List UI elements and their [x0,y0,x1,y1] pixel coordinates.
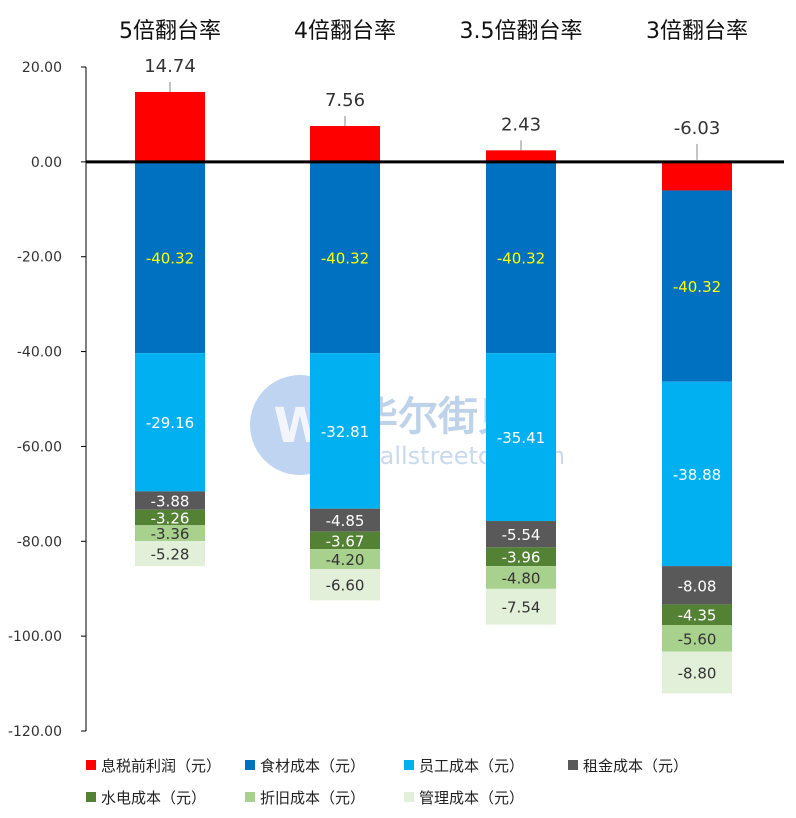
legend-label: 员工成本（元） [419,757,524,775]
bar-segment [486,588,556,625]
profit-value-label: 7.56 [325,90,365,111]
bar-segment-label: -38.88 [673,466,721,484]
legend-swatch [245,792,255,802]
bar-segment-label: -6.60 [326,577,365,595]
legend-swatch [568,760,578,770]
bar-segment-label: -35.41 [497,429,545,447]
bar-segment-label: -5.54 [502,526,541,544]
bar-segment-label: -7.54 [502,599,541,617]
bar-segment [135,541,205,567]
plot-area: 20.00 0.00 -20.00 -40.00 -60.00 -80.00 -100.00… [8,19,784,740]
bar-segment-label: -4.35 [678,607,717,625]
bar-segment-label: -4.85 [326,512,365,530]
legend-label: 折旧成本（元） [260,789,365,807]
legend: 息税前利润（元） 食材成本（元） 员工成本（元） 租金成本（元） 水电成本（元） 折旧成本… [86,757,688,807]
bar-segment [135,509,205,526]
y-tick-label: -20.00 [17,250,62,266]
legend-label: 水电成本（元） [101,789,206,807]
bar-segment [486,353,556,522]
y-tick-label: -120.00 [8,724,62,740]
legend-label: 食材成本（元） [260,757,365,775]
bar-segment-label: -5.60 [678,630,717,648]
profit-value-label: 14.74 [144,56,196,77]
bar-segment-profit [486,150,556,162]
y-tick-label: -80.00 [17,534,62,550]
bar-segment-profit [135,91,205,162]
legend-swatch [404,792,414,802]
bar-segment [486,521,556,548]
bar-segment [486,566,556,589]
legend-label: 租金成本（元） [583,757,688,775]
bar-segment [486,547,556,567]
bar-segment-label: -4.20 [326,551,365,569]
bar-segment [310,549,380,570]
category-title: 4倍翻台率 [294,19,396,44]
bar-segment [310,531,380,550]
legend-swatch [245,760,255,770]
bar-segment [135,353,205,492]
bar-segment [135,161,205,354]
profit-value-label: -6.03 [674,118,721,139]
bar-segment [662,566,732,605]
bar-segment-label: -32.81 [321,423,369,441]
bar-segment-label: -40.32 [321,249,369,267]
legend-label: 息税前利润（元） [101,757,221,775]
bar-segment-profit [662,161,732,191]
bar-segment [662,190,732,382]
bar-segment [662,604,732,626]
bar-segment [310,353,380,509]
legend-label: 管理成本（元） [419,789,524,807]
legend-swatch [86,792,96,802]
bar-segment-label: -3.67 [326,532,365,550]
bar-segment-label: -8.80 [678,664,717,682]
bar-segment [486,161,556,354]
bar-segment [310,508,380,532]
legend-swatch [86,760,96,770]
bar-segment-label: -3.96 [502,549,541,567]
bar-segment-label: -8.08 [678,577,717,595]
bar-segment-label: -3.26 [151,510,190,528]
bar-segment [135,525,205,542]
profit-value-label: 2.43 [501,114,541,135]
y-tick-label: -40.00 [17,345,62,361]
bar-segment-profit [310,126,380,162]
bar-segment-label: -29.16 [146,414,194,432]
bar-segment [662,651,732,694]
bar-segment-label: -4.80 [502,569,541,587]
category-title: 3.5倍翻台率 [460,19,583,44]
bar-segment [310,161,380,354]
bar-segment-label: -40.32 [146,249,194,267]
y-tick-label: 0.00 [31,155,62,171]
bar-segment-label: -3.88 [151,493,190,511]
bar-segment [662,381,732,567]
bar-segment-label: -40.32 [673,278,721,296]
category-title: 5倍翻台率 [119,19,221,44]
bar-segment-label: -5.28 [151,546,190,564]
bar-segment [662,625,732,652]
legend-swatch [404,760,414,770]
y-tick-label: -100.00 [8,629,62,645]
bar-segment-label: -40.32 [497,249,545,267]
category-title: 3倍翻台率 [646,19,748,44]
bar-segment [310,569,380,601]
y-tick-label: 20.00 [22,60,62,76]
y-tick-label: -60.00 [17,439,62,455]
bar-segment-label: -3.36 [151,525,190,543]
bar-segment [135,491,205,510]
